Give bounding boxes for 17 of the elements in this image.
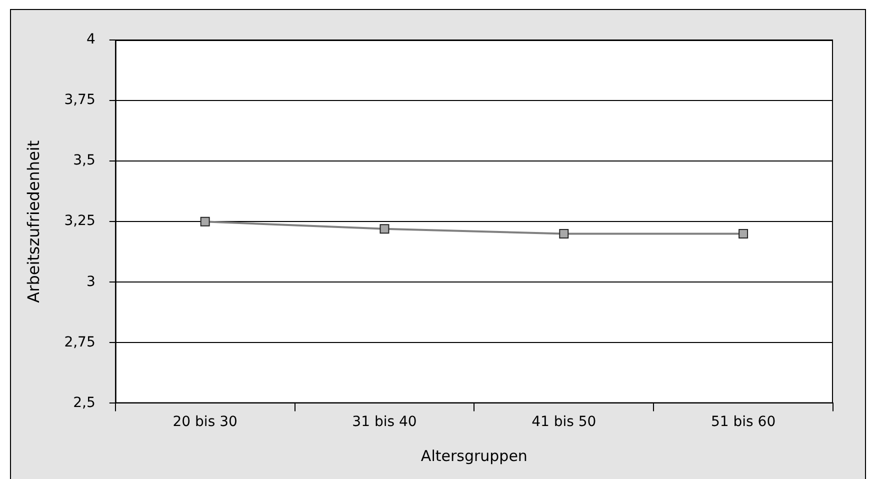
y-tick-label: 3: [86, 274, 96, 290]
y-tick-label: 3,25: [64, 213, 96, 230]
x-tick-label: 41 bis 50: [532, 414, 596, 430]
x-tick-label: 31 bis 40: [352, 414, 417, 430]
y-tick-label: 3,5: [73, 152, 96, 169]
point: [738, 228, 748, 238]
y-tick-label: 2,75: [64, 334, 96, 350]
y-tick-label: 2,5: [73, 394, 96, 411]
x-axis-title: Altersgruppen: [420, 446, 528, 465]
x-tick-label: 51 bis 60: [710, 414, 776, 430]
y-axis-title: Arbeitszufriedenheit: [24, 140, 43, 303]
y-tick-label: 3,75: [64, 92, 96, 108]
point: [200, 216, 210, 226]
point: [380, 224, 390, 234]
point: [559, 228, 569, 238]
y-tick-label: 4: [86, 32, 96, 48]
x-tick-label: 20 bis 30: [172, 414, 238, 430]
